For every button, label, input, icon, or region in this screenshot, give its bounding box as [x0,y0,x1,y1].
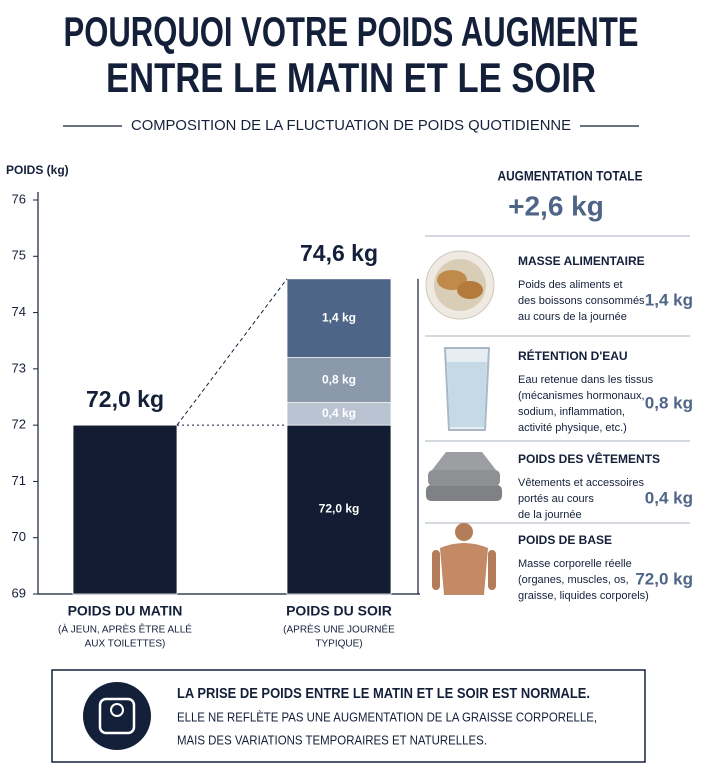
x-tick-label: POIDS DU MATIN [68,603,183,619]
connector [176,278,288,426]
legend-description: (mécanismes hormonaux, [518,390,645,402]
total-label: 74,6 kg [300,240,378,266]
y-tick-label: 71 [12,473,26,488]
legend-title: POIDS DE BASE [518,533,612,547]
note-line: ELLE NE REFLÈTE PAS UNE AUGMENTATION DE … [177,709,597,724]
legend-description: Vêtements et accessoires [518,477,644,489]
legend-value: 0,8 kg [645,393,693,412]
segment-label: 0,4 kg [322,406,356,420]
legend-description: Poids des aliments et [518,279,623,291]
segment-label: 1,4 kg [322,310,356,324]
legend-title: MASSE ALIMENTAIRE [518,254,645,268]
legend-description: Eau retenue dans les tissus [518,374,654,386]
subtitle: COMPOSITION DE LA FLUCTUATION DE POIDS Q… [131,117,571,134]
bar-segment [286,424,392,595]
y-tick-label: 69 [12,585,26,600]
y-tick-label: 75 [12,248,26,263]
scale-icon [83,682,151,750]
clothes-icon [426,452,502,501]
food-icon [425,250,495,320]
note-line: MAIS DES VARIATIONS TEMPORAIRES ET NATUR… [177,732,487,747]
legend-description: portés au cours [518,493,594,505]
segment-label: 72,0 kg [319,502,360,516]
category-sublabel: AUX TOILETTES) [85,639,166,650]
legend-value: 0,4 kg [645,488,693,507]
legend-description: Masse corporelle réelle [518,558,632,570]
legend-description: de la journée [518,509,582,521]
bar-segment [286,357,392,404]
legend-description: activité physique, etc.) [518,422,627,434]
segment-label: 0,8 kg [322,372,356,386]
y-tick-label: 73 [12,360,26,375]
legend-description: graisse, liquides corporels) [518,590,649,602]
legend-value: 72,0 kg [635,569,693,588]
legend-value: 1,4 kg [645,290,693,309]
body-icon [432,523,496,595]
y-tick-label: 72 [12,417,26,432]
increase-title: AUGMENTATION TOTALE [498,168,643,184]
note-headline: LA PRISE DE POIDS ENTRE LE MATIN ET LE S… [177,685,590,702]
y-axis-label: POIDS (kg) [6,163,69,177]
legend-title: RÉTENTION D'EAU [518,348,628,363]
total-label: 72,0 kg [86,386,164,412]
y-tick-label: 74 [12,304,26,319]
legend-description: des boissons consommés [518,295,645,307]
category-sublabel: (À JEUN, APRÈS ÊTRE ALLÉ [58,623,192,636]
y-tick-label: 76 [12,191,26,206]
title-line: ENTRE LE MATIN ET LE SOIR [106,54,596,101]
category-sublabel: (APRÈS UNE JOURNÉE [283,623,395,636]
increase-value: +2,6 kg [508,190,604,221]
category-sublabel: TYPIQUE) [315,639,362,650]
legend-title: POIDS DES VÊTEMENTS [518,451,660,466]
legend-description: au cours de la journée [518,311,627,323]
x-tick-label: POIDS DU SOIR [286,603,392,619]
bar-segment [286,278,392,358]
legend-description: (organes, muscles, os, [518,574,629,586]
title-line: POURQUOI VOTRE POIDS AUGMENTE [64,8,639,55]
legend-description: sodium, inflammation, [518,406,625,418]
y-tick-label: 70 [12,529,26,544]
bar-segment [72,424,178,595]
water-icon [443,347,491,431]
